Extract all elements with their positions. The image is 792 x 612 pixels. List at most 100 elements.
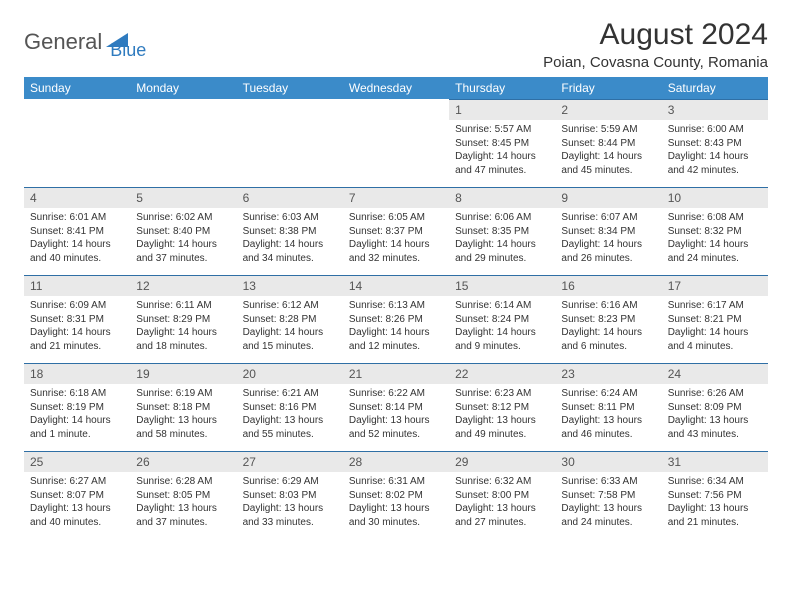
day-number: 18	[24, 363, 130, 384]
day-number: 24	[662, 363, 768, 384]
day-details: Sunrise: 6:14 AMSunset: 8:24 PMDaylight:…	[449, 296, 555, 356]
calendar-week-row: 4Sunrise: 6:01 AMSunset: 8:41 PMDaylight…	[24, 187, 768, 275]
day-details: Sunrise: 6:11 AMSunset: 8:29 PMDaylight:…	[130, 296, 236, 356]
day-details: Sunrise: 6:18 AMSunset: 8:19 PMDaylight:…	[24, 384, 130, 444]
day-number: 20	[237, 363, 343, 384]
day-details: Sunrise: 6:12 AMSunset: 8:28 PMDaylight:…	[237, 296, 343, 356]
day-number: 1	[449, 99, 555, 120]
day-number: 2	[555, 99, 661, 120]
day-details: Sunrise: 6:07 AMSunset: 8:34 PMDaylight:…	[555, 208, 661, 268]
day-number: 30	[555, 451, 661, 472]
day-details: Sunrise: 6:17 AMSunset: 8:21 PMDaylight:…	[662, 296, 768, 356]
day-details: Sunrise: 6:31 AMSunset: 8:02 PMDaylight:…	[343, 472, 449, 532]
day-header: Tuesday	[237, 77, 343, 99]
calendar-day-cell	[237, 99, 343, 187]
calendar-day-cell: 15Sunrise: 6:14 AMSunset: 8:24 PMDayligh…	[449, 275, 555, 363]
calendar-day-cell: 5Sunrise: 6:02 AMSunset: 8:40 PMDaylight…	[130, 187, 236, 275]
calendar-header-row: SundayMondayTuesdayWednesdayThursdayFrid…	[24, 77, 768, 99]
calendar-day-cell	[24, 99, 130, 187]
calendar-day-cell: 16Sunrise: 6:16 AMSunset: 8:23 PMDayligh…	[555, 275, 661, 363]
day-details: Sunrise: 6:21 AMSunset: 8:16 PMDaylight:…	[237, 384, 343, 444]
day-number: 29	[449, 451, 555, 472]
calendar-day-cell: 4Sunrise: 6:01 AMSunset: 8:41 PMDaylight…	[24, 187, 130, 275]
calendar-day-cell: 19Sunrise: 6:19 AMSunset: 8:18 PMDayligh…	[130, 363, 236, 451]
calendar-day-cell: 20Sunrise: 6:21 AMSunset: 8:16 PMDayligh…	[237, 363, 343, 451]
day-number: 11	[24, 275, 130, 296]
day-number: 26	[130, 451, 236, 472]
day-number: 21	[343, 363, 449, 384]
calendar-day-cell: 6Sunrise: 6:03 AMSunset: 8:38 PMDaylight…	[237, 187, 343, 275]
day-number: 17	[662, 275, 768, 296]
logo: General Blue	[24, 22, 146, 61]
calendar-day-cell: 22Sunrise: 6:23 AMSunset: 8:12 PMDayligh…	[449, 363, 555, 451]
day-details: Sunrise: 6:13 AMSunset: 8:26 PMDaylight:…	[343, 296, 449, 356]
calendar-day-cell: 31Sunrise: 6:34 AMSunset: 7:56 PMDayligh…	[662, 451, 768, 539]
day-header: Thursday	[449, 77, 555, 99]
title-block: August 2024 Poian, Covasna County, Roman…	[543, 18, 768, 71]
calendar-day-cell: 14Sunrise: 6:13 AMSunset: 8:26 PMDayligh…	[343, 275, 449, 363]
day-details: Sunrise: 6:00 AMSunset: 8:43 PMDaylight:…	[662, 120, 768, 180]
day-details: Sunrise: 6:03 AMSunset: 8:38 PMDaylight:…	[237, 208, 343, 268]
calendar-week-row: 25Sunrise: 6:27 AMSunset: 8:07 PMDayligh…	[24, 451, 768, 539]
calendar-day-cell	[130, 99, 236, 187]
day-details: Sunrise: 6:01 AMSunset: 8:41 PMDaylight:…	[24, 208, 130, 268]
day-number: 3	[662, 99, 768, 120]
calendar-table: SundayMondayTuesdayWednesdayThursdayFrid…	[24, 77, 768, 539]
day-number: 7	[343, 187, 449, 208]
calendar-week-row: 11Sunrise: 6:09 AMSunset: 8:31 PMDayligh…	[24, 275, 768, 363]
calendar-week-row: 18Sunrise: 6:18 AMSunset: 8:19 PMDayligh…	[24, 363, 768, 451]
calendar-day-cell: 25Sunrise: 6:27 AMSunset: 8:07 PMDayligh…	[24, 451, 130, 539]
calendar-day-cell: 10Sunrise: 6:08 AMSunset: 8:32 PMDayligh…	[662, 187, 768, 275]
day-details: Sunrise: 6:34 AMSunset: 7:56 PMDaylight:…	[662, 472, 768, 532]
calendar-day-cell: 21Sunrise: 6:22 AMSunset: 8:14 PMDayligh…	[343, 363, 449, 451]
day-number: 5	[130, 187, 236, 208]
day-number: 31	[662, 451, 768, 472]
day-details: Sunrise: 6:23 AMSunset: 8:12 PMDaylight:…	[449, 384, 555, 444]
day-number: 13	[237, 275, 343, 296]
calendar-day-cell: 18Sunrise: 6:18 AMSunset: 8:19 PMDayligh…	[24, 363, 130, 451]
day-details: Sunrise: 6:28 AMSunset: 8:05 PMDaylight:…	[130, 472, 236, 532]
calendar-day-cell: 7Sunrise: 6:05 AMSunset: 8:37 PMDaylight…	[343, 187, 449, 275]
month-title: August 2024	[543, 18, 768, 52]
logo-text-1: General	[24, 29, 102, 55]
day-number: 4	[24, 187, 130, 208]
calendar-day-cell: 28Sunrise: 6:31 AMSunset: 8:02 PMDayligh…	[343, 451, 449, 539]
day-number: 12	[130, 275, 236, 296]
day-details: Sunrise: 6:02 AMSunset: 8:40 PMDaylight:…	[130, 208, 236, 268]
day-header: Monday	[130, 77, 236, 99]
calendar-day-cell: 24Sunrise: 6:26 AMSunset: 8:09 PMDayligh…	[662, 363, 768, 451]
day-details: Sunrise: 6:09 AMSunset: 8:31 PMDaylight:…	[24, 296, 130, 356]
day-details: Sunrise: 6:05 AMSunset: 8:37 PMDaylight:…	[343, 208, 449, 268]
location: Poian, Covasna County, Romania	[543, 54, 768, 71]
calendar-day-cell: 23Sunrise: 6:24 AMSunset: 8:11 PMDayligh…	[555, 363, 661, 451]
calendar-day-cell: 8Sunrise: 6:06 AMSunset: 8:35 PMDaylight…	[449, 187, 555, 275]
day-details: Sunrise: 6:27 AMSunset: 8:07 PMDaylight:…	[24, 472, 130, 532]
calendar-day-cell: 9Sunrise: 6:07 AMSunset: 8:34 PMDaylight…	[555, 187, 661, 275]
calendar-week-row: 1Sunrise: 5:57 AMSunset: 8:45 PMDaylight…	[24, 99, 768, 187]
day-details: Sunrise: 6:29 AMSunset: 8:03 PMDaylight:…	[237, 472, 343, 532]
calendar-day-cell	[343, 99, 449, 187]
day-details: Sunrise: 6:32 AMSunset: 8:00 PMDaylight:…	[449, 472, 555, 532]
day-details: Sunrise: 6:06 AMSunset: 8:35 PMDaylight:…	[449, 208, 555, 268]
calendar-day-cell: 17Sunrise: 6:17 AMSunset: 8:21 PMDayligh…	[662, 275, 768, 363]
calendar-day-cell: 11Sunrise: 6:09 AMSunset: 8:31 PMDayligh…	[24, 275, 130, 363]
day-details: Sunrise: 5:59 AMSunset: 8:44 PMDaylight:…	[555, 120, 661, 180]
day-details: Sunrise: 6:26 AMSunset: 8:09 PMDaylight:…	[662, 384, 768, 444]
calendar-day-cell: 27Sunrise: 6:29 AMSunset: 8:03 PMDayligh…	[237, 451, 343, 539]
day-number: 28	[343, 451, 449, 472]
calendar-day-cell: 29Sunrise: 6:32 AMSunset: 8:00 PMDayligh…	[449, 451, 555, 539]
day-details: Sunrise: 6:16 AMSunset: 8:23 PMDaylight:…	[555, 296, 661, 356]
day-details: Sunrise: 6:22 AMSunset: 8:14 PMDaylight:…	[343, 384, 449, 444]
day-header: Sunday	[24, 77, 130, 99]
day-number: 19	[130, 363, 236, 384]
day-details: Sunrise: 5:57 AMSunset: 8:45 PMDaylight:…	[449, 120, 555, 180]
calendar-day-cell: 1Sunrise: 5:57 AMSunset: 8:45 PMDaylight…	[449, 99, 555, 187]
day-number: 9	[555, 187, 661, 208]
calendar-day-cell: 30Sunrise: 6:33 AMSunset: 7:58 PMDayligh…	[555, 451, 661, 539]
day-number: 6	[237, 187, 343, 208]
day-number: 16	[555, 275, 661, 296]
calendar-day-cell: 2Sunrise: 5:59 AMSunset: 8:44 PMDaylight…	[555, 99, 661, 187]
day-header: Wednesday	[343, 77, 449, 99]
day-header: Saturday	[662, 77, 768, 99]
day-number: 25	[24, 451, 130, 472]
